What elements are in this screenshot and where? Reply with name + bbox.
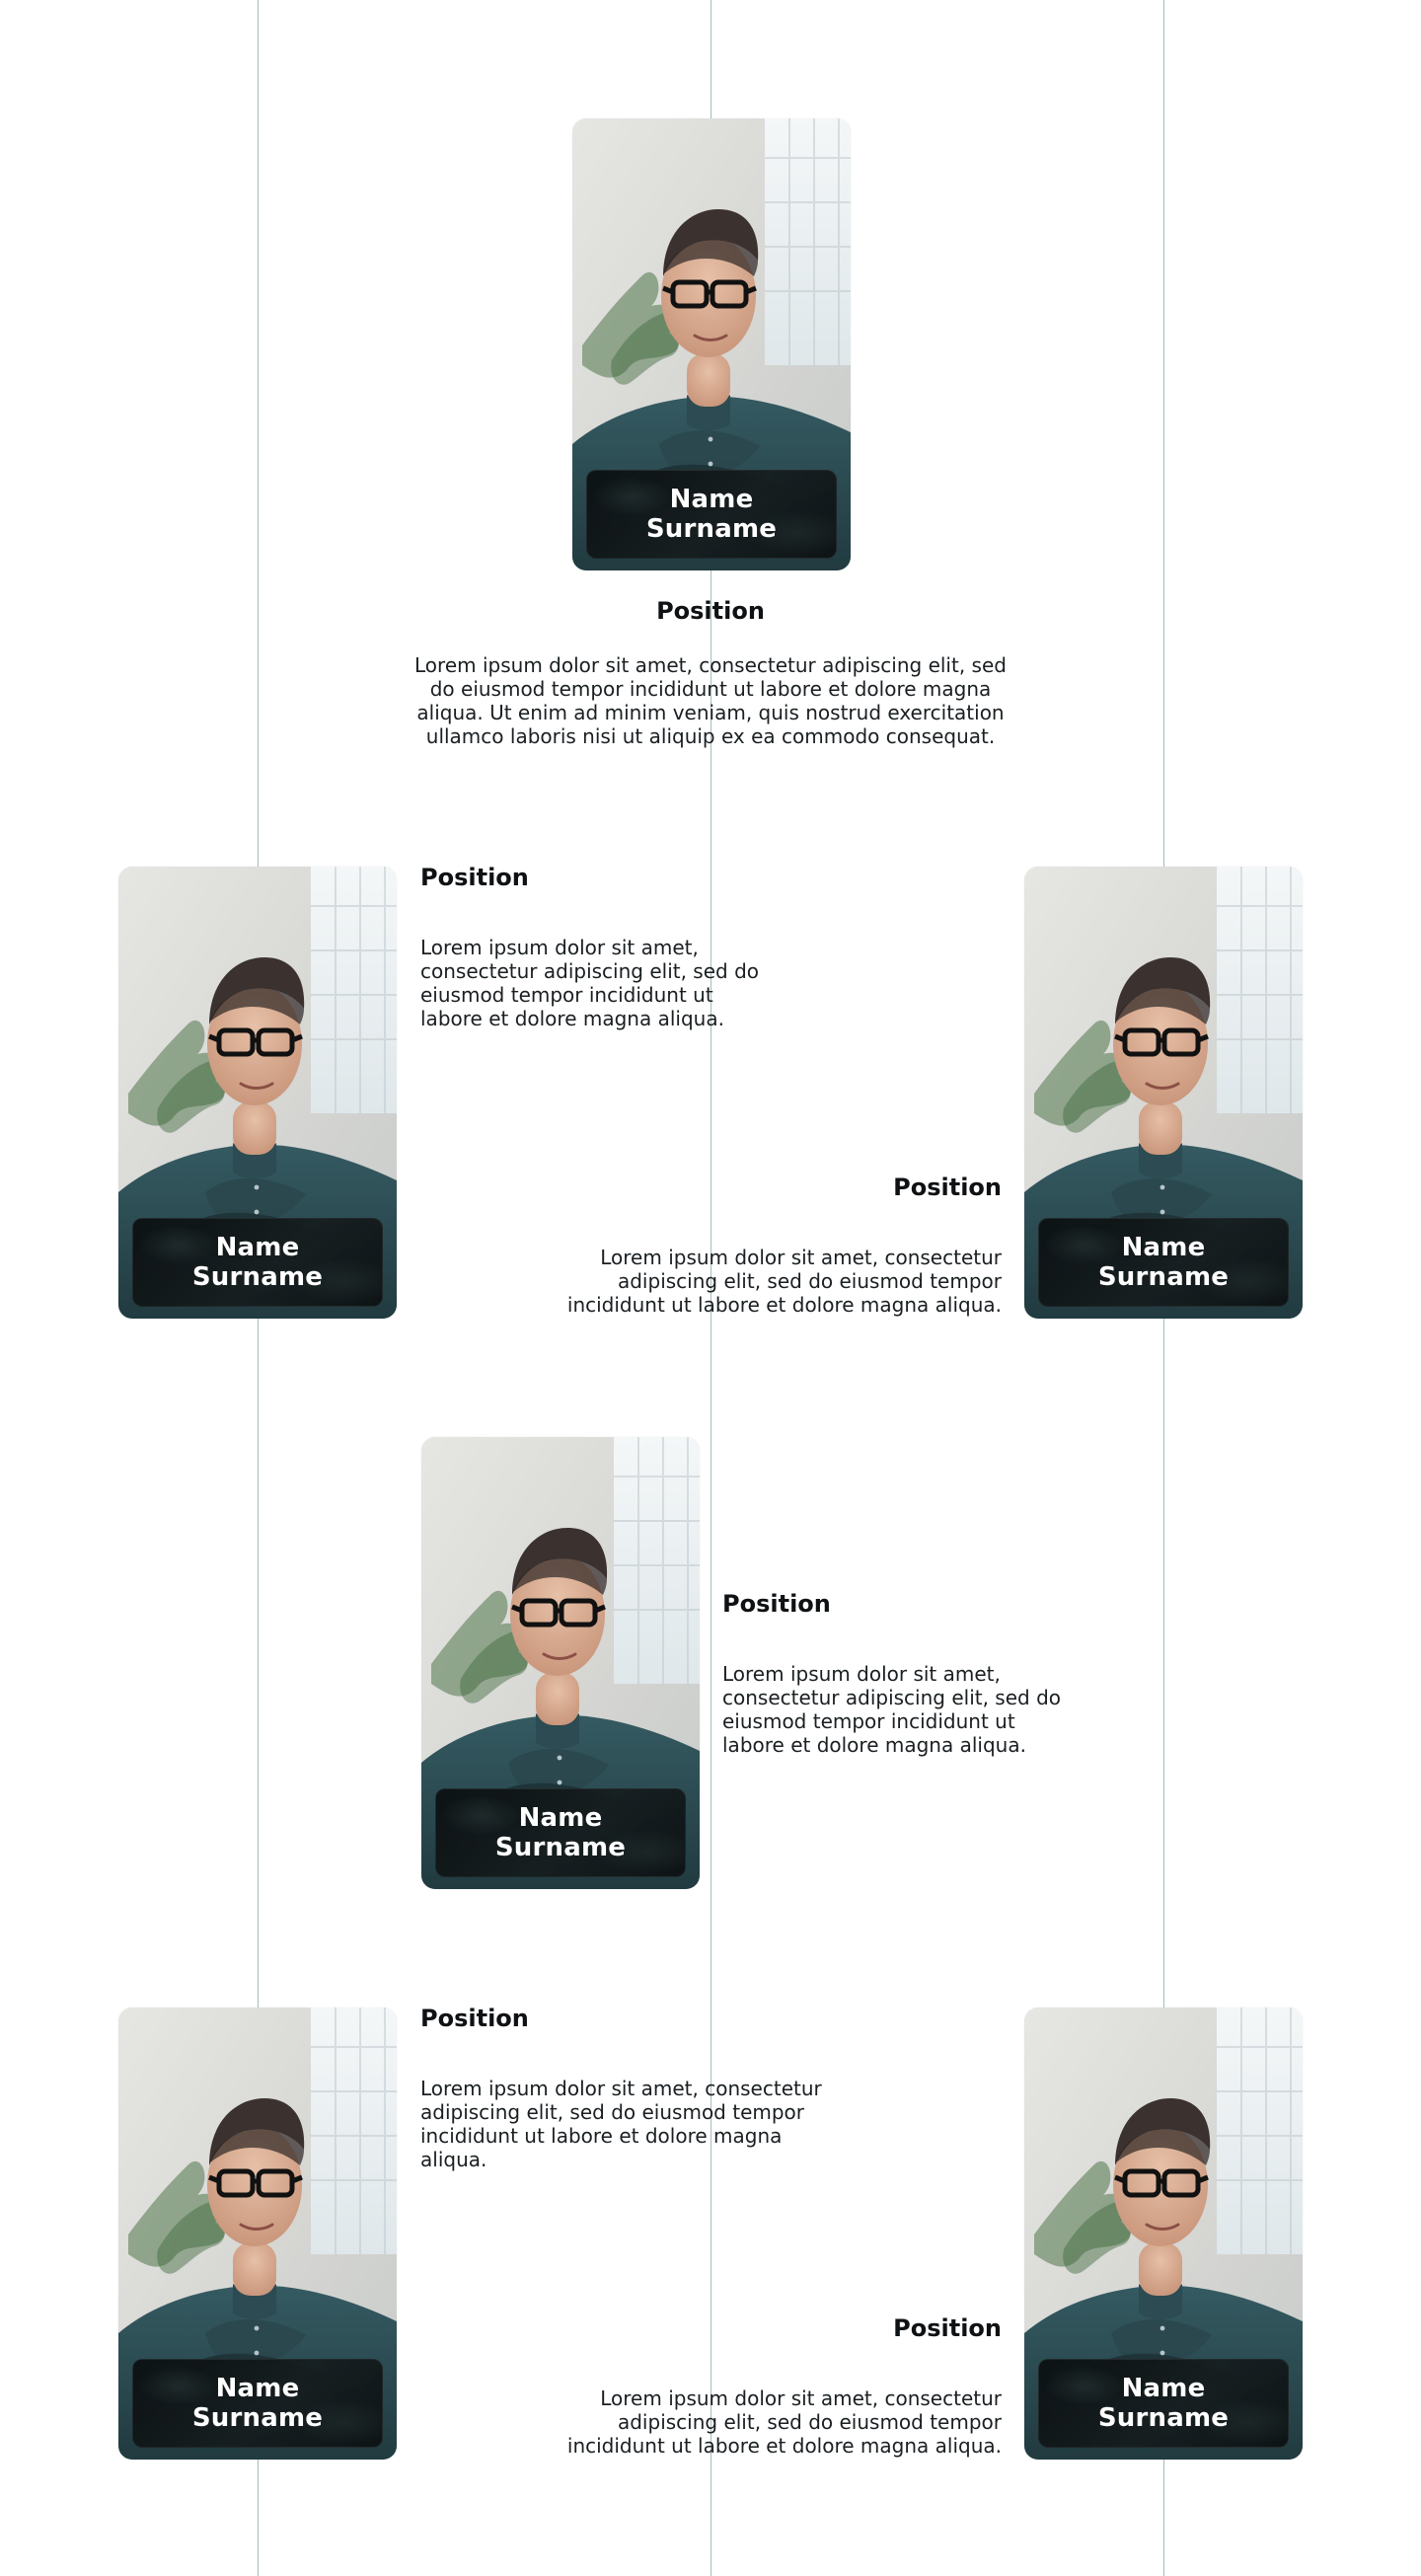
member-name: Name Surname [1097,1233,1230,1292]
team-member-card-2: Name Surname [118,867,397,1319]
name-plate: Name Surname [132,2359,383,2448]
name-plate: Name Surname [132,1218,383,1307]
member-description: Lorem ipsum dolor sit amet, consectetur … [420,936,760,1030]
name-plate: Name Surname [435,1788,686,1877]
member-description: Lorem ipsum dolor sit amet, consectetur … [722,1662,1062,1757]
member-description: Lorem ipsum dolor sit amet, consectetur … [566,2387,1002,2458]
member-position: Position [893,2314,1002,2342]
member-name: Name Surname [191,1233,324,1292]
name-plate: Name Surname [1038,2359,1289,2448]
team-member-card-4: Name Surname [421,1437,700,1889]
member-description: Lorem ipsum dolor sit amet, consectetur … [420,2077,822,2171]
member-position: Position [722,1590,831,1618]
member-name: Name Surname [191,2374,324,2433]
member-name: Name Surname [494,1803,627,1862]
member-position: Position [893,1174,1002,1201]
member-description: Lorem ipsum dolor sit amet, consectetur … [566,1246,1002,1317]
team-member-card-6: Name Surname [1024,2008,1303,2460]
team-member-card-5: Name Surname [118,2008,397,2460]
name-plate: Name Surname [1038,1218,1289,1307]
team-member-card-3: Name Surname [1024,867,1303,1319]
member-position: Position [656,597,765,625]
member-description: Lorem ipsum dolor sit amet, consectetur … [414,653,1007,748]
member-position: Position [420,2005,529,2032]
member-name: Name Surname [1097,2374,1230,2433]
team-member-card-1: Name Surname [572,118,851,570]
member-name: Name Surname [645,485,778,544]
name-plate: Name Surname [586,470,837,559]
member-position: Position [420,864,529,891]
guide-line-center [710,0,711,2576]
